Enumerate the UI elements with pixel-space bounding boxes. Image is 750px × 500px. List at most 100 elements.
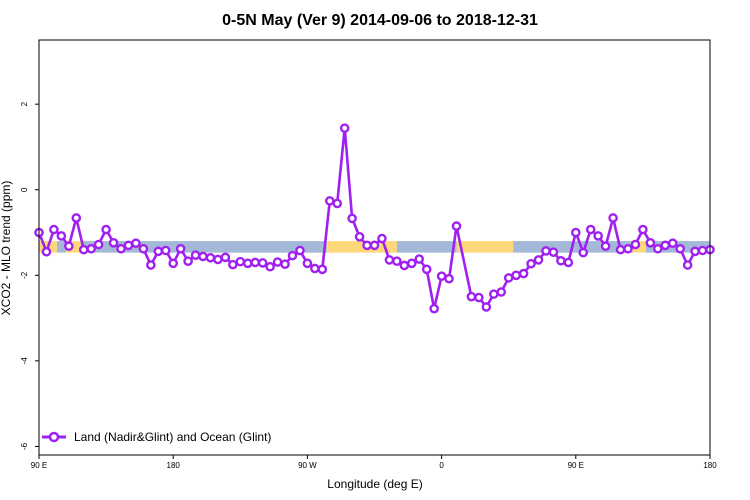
data-point (116, 243, 126, 254)
data-point (272, 257, 283, 267)
band-segment-ocean (396, 241, 457, 253)
data-point (511, 270, 521, 281)
data-point (682, 260, 693, 270)
series-layer (34, 123, 715, 314)
data-point (168, 258, 178, 269)
data-point (600, 241, 611, 252)
data-point (220, 252, 231, 263)
data-point (332, 198, 343, 209)
x-axis-label: Longitude (deg E) (327, 477, 422, 491)
band-segment-ocean (56, 241, 66, 253)
data-point (49, 224, 59, 235)
band-segment-land (456, 241, 514, 253)
x-tick-label: 180 (703, 461, 717, 470)
data-point (392, 256, 402, 266)
data-point (205, 252, 216, 263)
data-point (160, 245, 171, 256)
data-point (571, 227, 581, 238)
data-point (64, 241, 74, 252)
data-point (86, 243, 96, 254)
data-point (660, 240, 671, 251)
data-point (585, 224, 596, 235)
data-point (56, 231, 67, 241)
data-point (265, 261, 275, 272)
data-point (131, 238, 141, 249)
data-point (608, 213, 618, 223)
data-point (451, 221, 462, 231)
data-point (548, 247, 559, 258)
y-tick-label: 2 (20, 101, 29, 106)
data-point (667, 238, 678, 249)
x-axis: 90 E 180 90 W 0 90 E 180 (31, 455, 717, 470)
plot-frame (38, 39, 711, 456)
data-point (41, 246, 52, 257)
data-point (242, 258, 253, 269)
data-point (645, 237, 656, 248)
data-point (183, 256, 193, 266)
data-point (623, 243, 633, 254)
legend: Land (Nadir&Glint) and Ocean (Glint) (42, 430, 271, 444)
data-point (488, 289, 499, 299)
data-point (384, 255, 395, 265)
data-point (429, 303, 439, 314)
data-point (653, 243, 663, 254)
data-point (526, 258, 536, 269)
data-point (369, 240, 380, 251)
data-point (518, 268, 529, 279)
data-point (146, 260, 156, 270)
data-point (414, 254, 425, 264)
chart-title: 0-5N May (Ver 9) 2014-09-06 to 2018-12-3… (222, 12, 538, 29)
band-segment-ocean (80, 241, 327, 253)
data-point (198, 251, 208, 262)
y-axis-label: XCO2 - MLO trend (ppm) (0, 181, 13, 316)
data-point (474, 292, 484, 303)
data-point (541, 246, 551, 256)
x-tick-label: 90 W (298, 461, 317, 470)
data-point (347, 213, 357, 224)
data-point (295, 245, 305, 256)
data-point (310, 263, 320, 274)
data-point (78, 244, 89, 255)
data-point (421, 264, 432, 275)
band-segment-land (326, 241, 397, 253)
data-point (175, 243, 186, 254)
data-point (690, 246, 700, 257)
data-point (287, 250, 298, 261)
data-point (138, 243, 149, 254)
data-point (339, 123, 350, 133)
data-point (108, 237, 119, 248)
data-point (578, 247, 589, 258)
legend-marker (48, 431, 60, 443)
y-tick-label: -4 (20, 357, 29, 365)
data-point (697, 245, 708, 256)
data-point (399, 260, 410, 271)
data-point (630, 239, 641, 250)
data-point (213, 254, 223, 265)
data-point (362, 240, 372, 251)
data-point (436, 271, 447, 281)
y-tick-label: -6 (20, 442, 29, 450)
data-point (503, 273, 514, 283)
data-point (324, 196, 335, 206)
data-point (556, 255, 566, 266)
data-point (593, 231, 603, 241)
data-point (444, 273, 454, 284)
data-point (563, 257, 574, 268)
y-tick-label: 0 (20, 187, 29, 192)
data-point (302, 258, 313, 269)
data-point (675, 243, 685, 254)
data-point (250, 257, 261, 268)
x-tick-label: 180 (167, 461, 181, 470)
data-point (280, 259, 290, 269)
data-point (533, 255, 544, 265)
data-point (93, 239, 104, 250)
data-point (257, 258, 268, 268)
data-point (466, 291, 477, 302)
y-tick-label: -2 (20, 271, 29, 279)
data-point (317, 264, 328, 275)
x-tick-label: 90 E (31, 461, 47, 470)
x-tick-label: 90 E (568, 461, 584, 470)
data-point (101, 224, 111, 235)
data-point (496, 287, 507, 297)
